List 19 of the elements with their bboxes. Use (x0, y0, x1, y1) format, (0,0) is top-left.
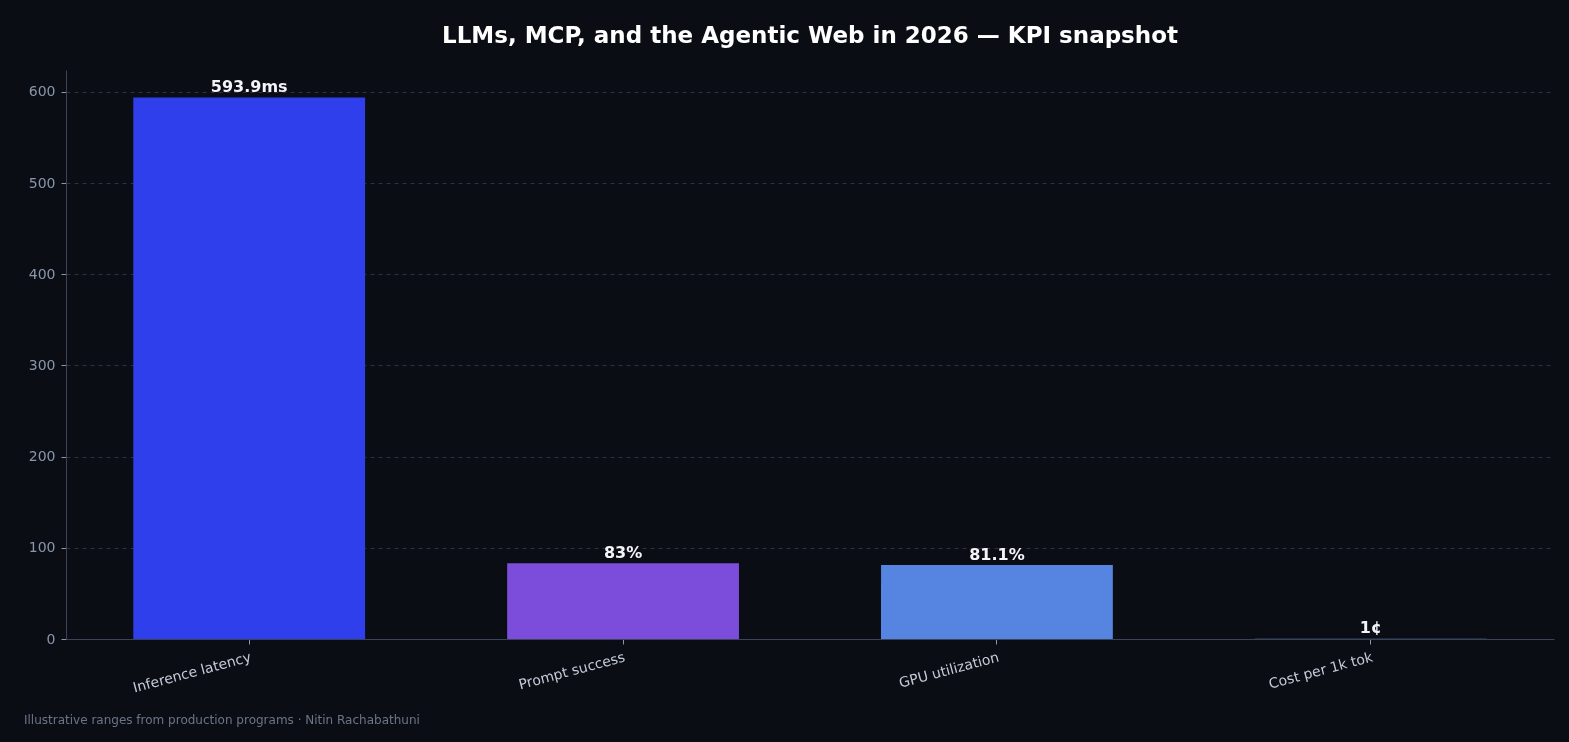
data-label: 593.9ms (210, 77, 288, 97)
bar (881, 565, 1113, 639)
bar (133, 97, 366, 639)
y-tick-label: 500 (28, 174, 56, 191)
y-tick-label: 0 (46, 630, 56, 647)
data-label: 1¢ (1359, 618, 1382, 638)
text: Illustrative ranges from production programs · Nitin Rachabathuni (24, 713, 420, 727)
y-tick-label: 300 (28, 356, 56, 373)
y-tick-label: 400 (28, 265, 56, 282)
data-label: 83% (603, 543, 643, 563)
y-tick-label: 100 (28, 539, 56, 556)
y-tick-label: 200 (28, 448, 56, 465)
chart-title: LLMs, MCP, and the Agentic Web in 2026 — KPI snapshot (442, 22, 1178, 48)
y-tick-label: 600 (28, 83, 56, 100)
bar (507, 563, 739, 639)
x-tick-label: Inference latency (131, 648, 253, 696)
data-label: 81.1% (969, 545, 1025, 565)
x-tick-label: Prompt success (516, 648, 627, 693)
x-tick-label: Cost per 1k tok (1267, 648, 1376, 692)
